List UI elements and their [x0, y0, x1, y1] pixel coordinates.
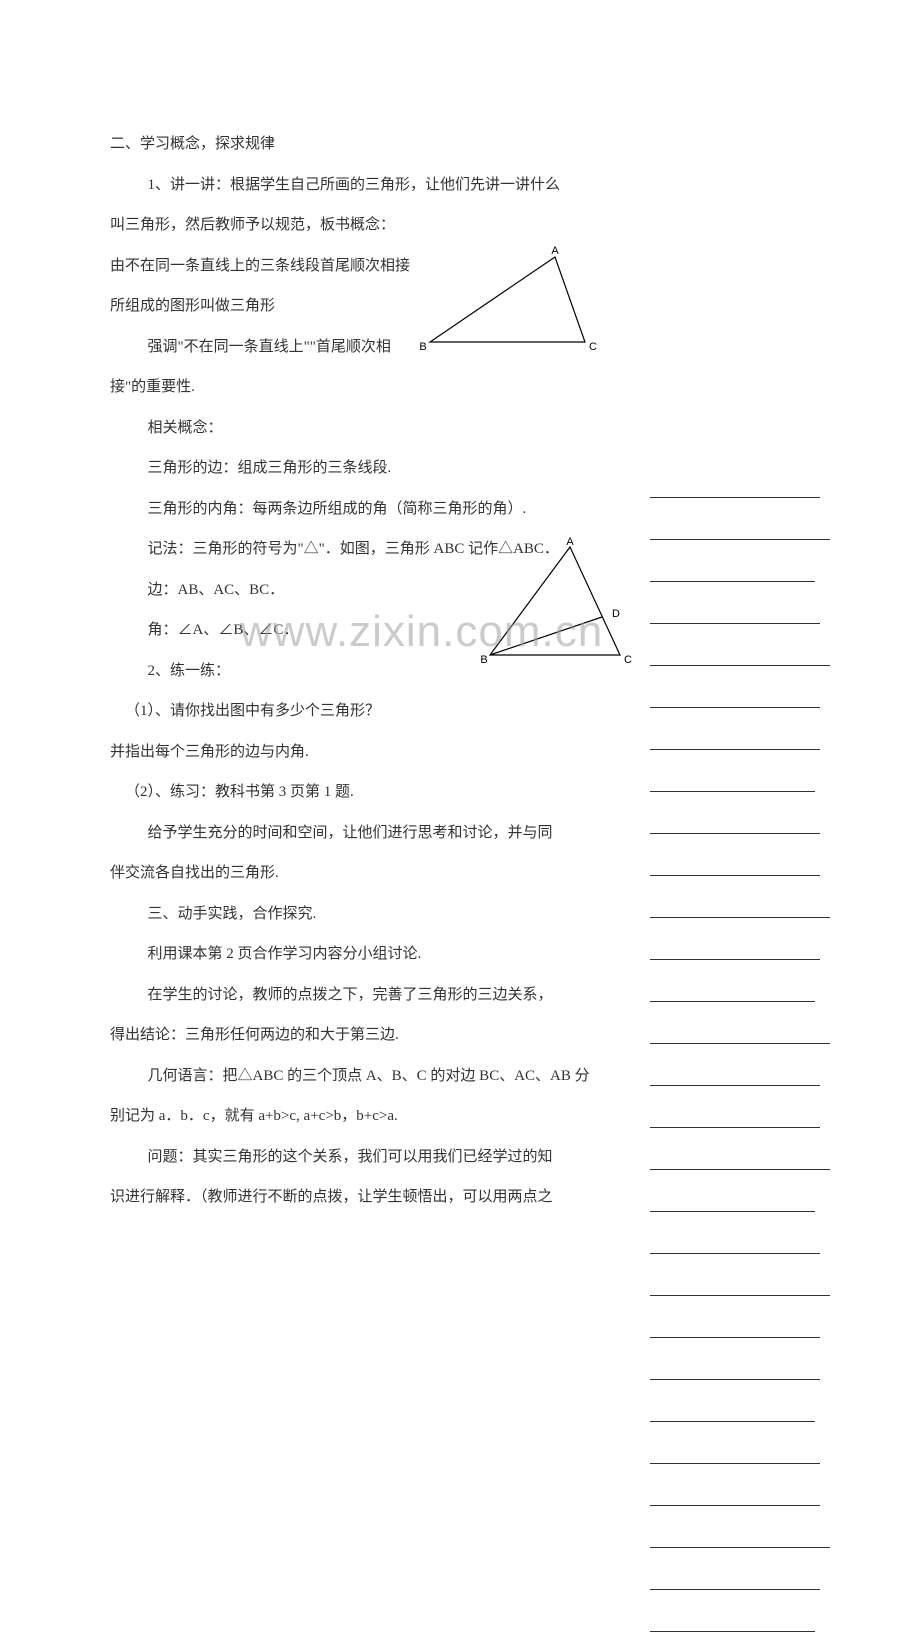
label-c: C: [589, 341, 597, 353]
label-b: B: [480, 654, 487, 665]
blank-line: [650, 1268, 830, 1296]
blank-line: [650, 1058, 820, 1086]
blank-line: [650, 764, 815, 792]
label-a: A: [551, 245, 559, 257]
blank-line: [650, 722, 820, 750]
blank-line: [650, 1100, 820, 1128]
blank-line: [650, 1016, 830, 1044]
label-d: D: [612, 608, 620, 620]
p: 强调"不在同一条直线上""首尾顺次相: [110, 333, 410, 362]
blank-line: [650, 1142, 830, 1170]
p: 三角形的边：组成三角形的三条线段.: [110, 454, 630, 483]
triangle-abcd-figure: A B C D: [480, 535, 645, 676]
blank-line: [650, 1352, 820, 1380]
p: 问题：其实三角形的这个关系，我们可以用我们已经学过的知: [110, 1143, 630, 1172]
p: 叫三角形，然后教师予以规范，板书概念：: [110, 211, 630, 240]
blank-line: [650, 932, 820, 960]
p: 几何语言：把△ABC 的三个顶点 A、B、C 的对边 BC、AC、AB 分: [110, 1062, 630, 1091]
triangle-abcd-svg: A B C D: [480, 535, 645, 665]
blank-line: [650, 1226, 820, 1254]
label-a: A: [566, 536, 574, 548]
triangle-shape: [430, 257, 585, 342]
p: 给予学生充分的时间和空间，让他们进行思考和讨论，并与同: [110, 819, 630, 848]
blank-line: [650, 596, 820, 624]
blank-line: [650, 638, 830, 666]
blank-line: [650, 1478, 820, 1506]
p: 1、讲一讲：根据学生自己所画的三角形，让他们先讲一讲什么: [110, 171, 630, 200]
blank-line: [650, 1562, 820, 1590]
blank-line: [650, 806, 820, 834]
blank-line: [650, 1184, 815, 1212]
blank-line: [650, 470, 820, 498]
blank-line: [650, 512, 830, 540]
blank-line: [650, 974, 815, 1002]
blank-line: [650, 680, 820, 708]
section3-title: 三、动手实践，合作探究.: [110, 900, 630, 929]
blank-line: [650, 1436, 820, 1464]
p: 接"的重要性.: [110, 373, 630, 402]
q: （1）、请你找出图中有多少个三角形？: [110, 697, 630, 726]
q: 并指出每个三角形的边与内角.: [110, 738, 630, 767]
blank-line: [650, 1310, 820, 1338]
p: 相关概念：: [110, 414, 630, 443]
cevian-bd: [490, 617, 602, 655]
p: 得出结论：三角形任何两边的和大于第三边.: [110, 1021, 630, 1050]
p: 别记为 a．b．c，就有 a+b>c, a+c>b，b+c>a.: [110, 1102, 630, 1131]
p: 三角形的内角：每两条边所组成的角（简称三角形的角）.: [110, 495, 630, 524]
blank-line: [650, 1394, 815, 1422]
blank-line: [650, 890, 830, 918]
triangle-abc-figure: A B C: [415, 242, 605, 368]
section2-title: 二、学习概念，探求规律: [110, 130, 630, 159]
blank-line: [650, 1604, 815, 1632]
p: 伴交流各自找出的三角形.: [110, 859, 630, 888]
blank-lines-column: [650, 470, 840, 1646]
triangle-abc-svg: A B C: [415, 242, 605, 357]
p: 在学生的讨论，教师的点拨之下，完善了三角形的三边关系，: [110, 981, 630, 1010]
p: 识进行解释．（教师进行不断的点拨，让学生顿悟出，可以用两点之: [110, 1183, 630, 1212]
blank-line: [650, 848, 820, 876]
label-c: C: [624, 654, 632, 665]
label-b: B: [419, 341, 426, 353]
blank-line: [650, 1520, 830, 1548]
p: 利用课本第 2 页合作学习内容分小组讨论.: [110, 940, 630, 969]
blank-line: [650, 554, 815, 582]
q: （2）、练习：教科书第 3 页第 1 题.: [110, 778, 630, 807]
triangle-outer: [490, 547, 620, 655]
